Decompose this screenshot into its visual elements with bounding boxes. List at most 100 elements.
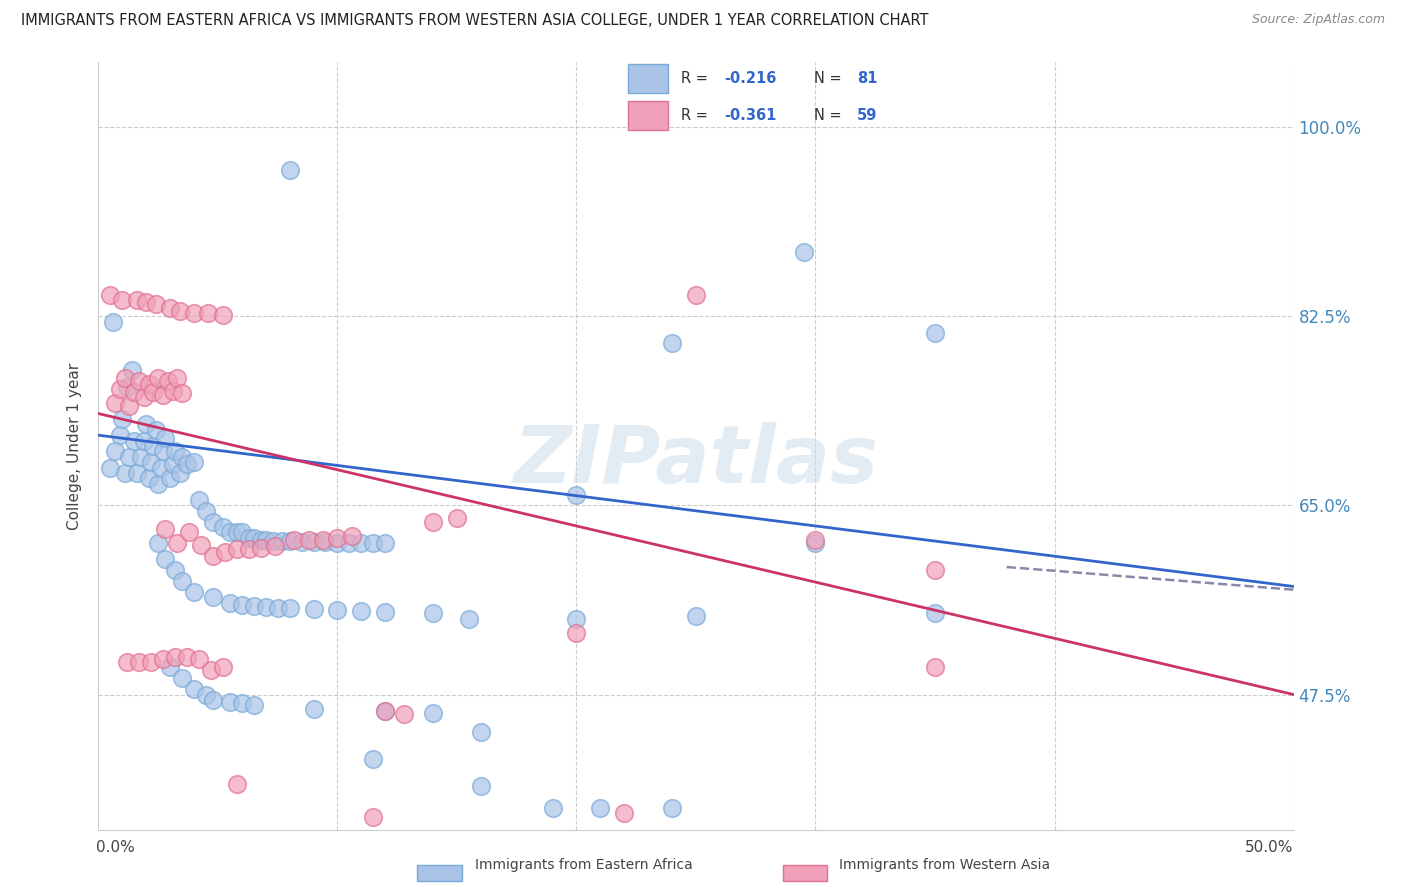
Point <box>163 444 186 458</box>
Point <box>145 423 167 437</box>
Point <box>243 531 266 545</box>
Point <box>231 696 253 710</box>
Point <box>374 704 396 718</box>
Point <box>565 612 588 626</box>
Point <box>115 655 138 669</box>
Point <box>226 525 249 540</box>
Point <box>108 428 131 442</box>
Point <box>152 652 174 666</box>
Point <box>163 563 186 577</box>
Text: N =: N = <box>814 71 846 87</box>
Point <box>172 450 194 464</box>
Point <box>169 304 191 318</box>
Point <box>302 602 325 616</box>
Point <box>661 801 683 815</box>
Point <box>267 853 290 867</box>
Point <box>104 444 127 458</box>
Text: 50.0%: 50.0% <box>1246 840 1294 855</box>
Point <box>162 384 184 398</box>
Point <box>125 466 148 480</box>
Point <box>219 695 242 709</box>
Point <box>924 660 946 674</box>
Point <box>159 660 181 674</box>
Point <box>211 660 233 674</box>
Point <box>115 379 138 393</box>
Y-axis label: College, Under 1 year: College, Under 1 year <box>67 362 83 530</box>
Point <box>155 522 177 536</box>
Point <box>183 306 205 320</box>
Point <box>422 706 444 720</box>
Point <box>176 649 198 664</box>
Point <box>104 396 127 410</box>
Point <box>238 531 260 545</box>
Point <box>155 552 177 566</box>
Point <box>243 698 266 713</box>
Point <box>200 663 222 677</box>
Text: R =: R = <box>681 108 711 123</box>
Point <box>262 534 284 549</box>
Point <box>302 535 325 549</box>
Point <box>326 536 349 550</box>
Point <box>793 244 815 259</box>
Point <box>589 801 612 815</box>
Point <box>195 504 218 518</box>
Point <box>211 308 233 322</box>
Point <box>148 536 170 550</box>
Bar <box>628 102 668 130</box>
Point <box>250 533 273 547</box>
Point <box>128 374 150 388</box>
Point <box>219 525 242 540</box>
Point <box>121 363 143 377</box>
Text: Immigrants from Eastern Africa: Immigrants from Eastern Africa <box>475 858 693 872</box>
Point <box>278 163 301 178</box>
Point <box>139 455 162 469</box>
Point <box>394 706 416 721</box>
Point <box>190 538 212 552</box>
Point <box>374 704 396 718</box>
Point <box>195 688 218 702</box>
Point <box>124 384 146 399</box>
Point <box>183 455 205 469</box>
Point <box>187 652 209 666</box>
Point <box>283 533 305 547</box>
Point <box>135 295 157 310</box>
Bar <box>418 865 461 881</box>
Point <box>162 458 184 472</box>
Point <box>315 535 337 549</box>
Point <box>202 693 225 707</box>
Point <box>613 806 636 821</box>
Point <box>108 382 131 396</box>
Point <box>166 536 188 550</box>
Text: 59: 59 <box>856 108 877 123</box>
Text: ZIPatlas: ZIPatlas <box>513 422 879 500</box>
Point <box>118 450 141 464</box>
Point <box>101 315 124 329</box>
Point <box>291 535 314 549</box>
Point <box>159 301 181 315</box>
Point <box>111 412 134 426</box>
Point <box>131 450 153 464</box>
Point <box>363 536 385 550</box>
Text: -0.361: -0.361 <box>724 108 776 123</box>
Text: Immigrants from Western Asia: Immigrants from Western Asia <box>839 858 1050 872</box>
Point <box>155 432 177 446</box>
Point <box>250 541 273 555</box>
Point <box>302 701 325 715</box>
Point <box>114 371 136 385</box>
Point <box>565 626 588 640</box>
Point <box>312 533 335 547</box>
Point <box>149 460 172 475</box>
Point <box>254 599 277 614</box>
Point <box>169 466 191 480</box>
Bar <box>783 865 827 881</box>
Text: IMMIGRANTS FROM EASTERN AFRICA VS IMMIGRANTS FROM WESTERN ASIA COLLEGE, UNDER 1 : IMMIGRANTS FROM EASTERN AFRICA VS IMMIGR… <box>21 13 928 29</box>
Point <box>118 399 141 413</box>
Point <box>271 534 294 549</box>
Point <box>202 549 225 564</box>
Point <box>166 371 188 385</box>
Point <box>339 536 361 550</box>
Text: R =: R = <box>681 71 711 87</box>
Point <box>163 649 186 664</box>
Point <box>340 529 363 543</box>
Point <box>114 466 136 480</box>
